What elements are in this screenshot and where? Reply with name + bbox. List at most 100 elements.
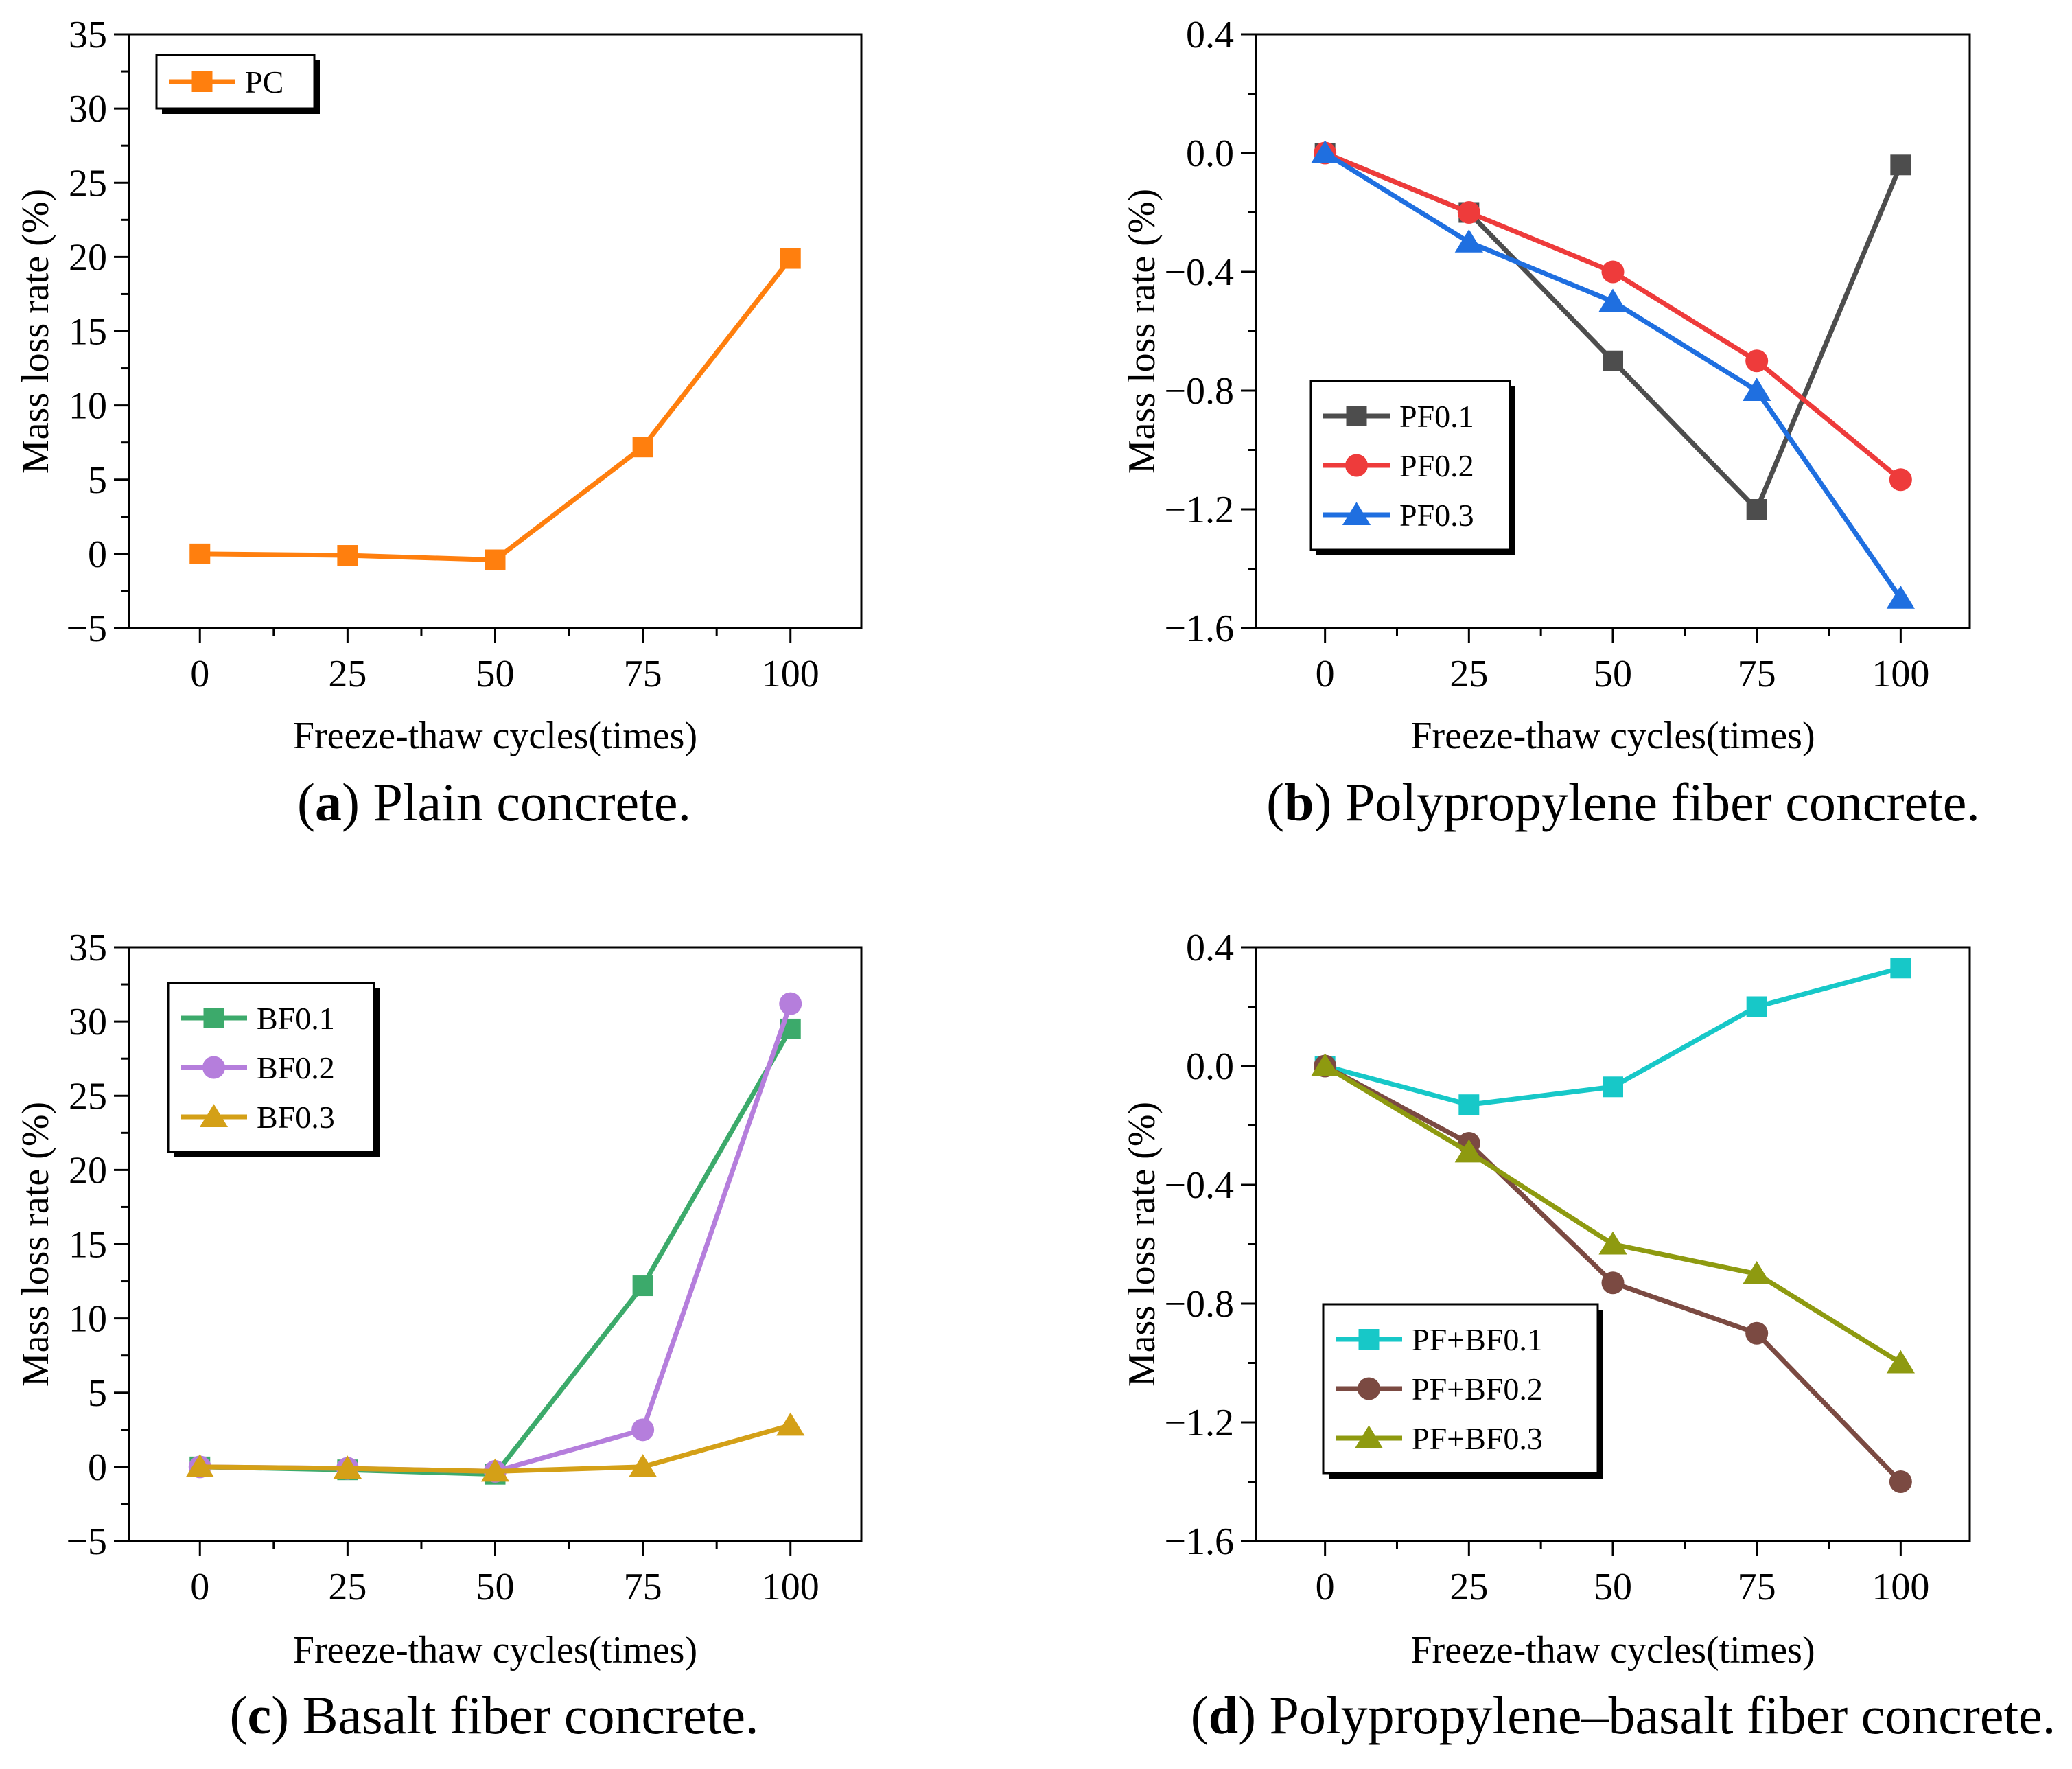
x-tick-label: 50 [1594,1566,1632,1608]
panel-c: 0 25 50 75 100 −5 0 5 10 15 20 25 30 35 Freeze-thaw cy… [14,927,863,1745]
legend-marker [1342,502,1371,525]
x-axis-label: Freeze-thaw cycles(times) [1410,715,1815,757]
legend-label: PC [245,65,283,100]
data-point [480,1458,510,1482]
series-line [200,257,793,563]
data-point [189,543,211,564]
y-tick-label: 15 [69,1224,107,1267]
y-axis-label: Mass loss rate (%) [1121,189,1163,474]
data-point [1743,378,1771,401]
data-point [1601,1271,1625,1295]
legend-marker [1358,1377,1380,1400]
panel-d: 0 25 50 75 100 −1.6 −1.2 −0.8 −0.4 0.0 0.4 Freeze-t… [1121,927,2056,1745]
panel-caption: (c) Basalt fiber concrete. [230,1685,759,1745]
panel-caption: (d) Polypropylene–basalt fiber concrete. [1191,1685,2056,1745]
y-tick-label: 15 [69,311,107,354]
data-point [1889,468,1912,492]
x-tick-label: 25 [1450,1566,1488,1608]
data-point [1886,586,1915,609]
y-tick-label: 0.4 [1186,927,1234,969]
x-tick-label: 100 [762,1566,819,1608]
x-axis-label: Freeze-thaw cycles(times) [293,1629,697,1672]
x-tick-label: 0 [1316,1566,1335,1608]
series-PF+BF0.3 [1311,1053,1915,1374]
legend: BF0.1 BF0.2 BF0.3 [167,982,380,1157]
data-point [1886,1350,1915,1374]
series-PF0.3 [1311,140,1915,609]
legend-label: PF0.2 [1399,448,1474,483]
x-tick-label: 75 [624,1566,662,1608]
y-tick-label: −0.8 [1164,1283,1234,1326]
data-point [485,549,506,570]
data-point [1598,288,1627,312]
panel-caption: (a) Plain concrete. [297,772,691,832]
data-point [779,992,802,1015]
data-point [1890,958,1911,979]
x-tick-label: 0 [190,653,209,695]
data-point [333,1455,362,1479]
x-tick-label: 75 [1738,653,1776,695]
data-point [1454,229,1483,253]
data-point [1603,350,1623,371]
legend-marker [1346,406,1367,426]
y-axis-label: Mass loss rate (%) [1121,1102,1163,1387]
data-point [1889,1470,1912,1493]
panel-a: 0 25 50 75 100 −5 0 5 10 15 20 25 30 35 Freeze-thaw cy… [14,14,863,832]
y-tick-label: 0.4 [1186,14,1234,56]
x-tick-label: 50 [476,1566,515,1608]
legend-marker [202,1056,225,1079]
x-axis-label: Freeze-thaw cycles(times) [1410,1629,1815,1672]
y-tick-label: −1.6 [1164,1521,1234,1563]
y-tick-label: −5 [66,1521,107,1563]
legend-marker [1358,1329,1380,1350]
y-tick-label: 0.0 [1186,1045,1234,1088]
legend-label: PF0.1 [1399,399,1474,434]
data-point [1743,1261,1771,1284]
legend-marker [199,1104,229,1127]
y-tick-label: 25 [69,162,107,205]
data-point [337,545,358,566]
y-tick-label: 0 [88,1446,107,1489]
series-PF+BF0.1 [1314,958,1911,1115]
y-axis-label: Mass loss rate (%) [14,1102,57,1387]
legend-label: PF0.3 [1399,498,1474,533]
x-tick-label: 75 [624,653,662,695]
data-point [1311,1053,1340,1076]
panel-b: 0 25 50 75 100 −1.6 −1.2 −0.8 −0.4 0.0 0.4 Freeze-t… [1121,14,1980,832]
x-tick-label: 100 [1872,653,1929,695]
x-tick-label: 50 [476,653,515,695]
y-tick-label: 0 [88,533,107,576]
y-tick-label: 35 [69,927,107,969]
data-point [1311,140,1340,163]
x-tick-label: 50 [1594,653,1632,695]
x-tick-label: 75 [1738,1566,1776,1608]
y-tick-label: 30 [69,88,107,130]
data-point [1601,260,1625,284]
data-point [1746,499,1767,520]
y-tick-label: 10 [69,1298,107,1341]
legend-marker [1345,454,1368,477]
legend-label: BF0.1 [257,1001,335,1036]
legend-label: PF+BF0.1 [1412,1322,1543,1357]
legend: PF0.1 PF0.2 PF0.3 [1309,380,1515,555]
x-tick-label: 100 [762,653,819,695]
data-point [1890,154,1911,176]
y-tick-label: −1.2 [1164,489,1234,531]
plot-frame [128,33,863,629]
panel-caption: (b) Polypropylene fiber concrete. [1266,772,1980,832]
data-point [628,1454,657,1477]
data-point [1457,201,1480,224]
y-tick-label: 20 [69,1149,107,1192]
x-tick-label: 25 [328,1566,366,1608]
y-tick-label: 5 [88,459,107,502]
data-point [1603,1076,1623,1098]
x-tick-label: 0 [190,1566,209,1608]
x-tick-label: 25 [1450,653,1488,695]
data-point [185,1454,214,1477]
legend-marker [1354,1425,1384,1448]
y-tick-label: 10 [69,385,107,428]
data-point [780,248,801,269]
series-PF0.2 [1314,141,1912,492]
x-axis-label: Freeze-thaw cycles(times) [293,715,697,757]
legend-label: PF+BF0.3 [1412,1421,1543,1456]
